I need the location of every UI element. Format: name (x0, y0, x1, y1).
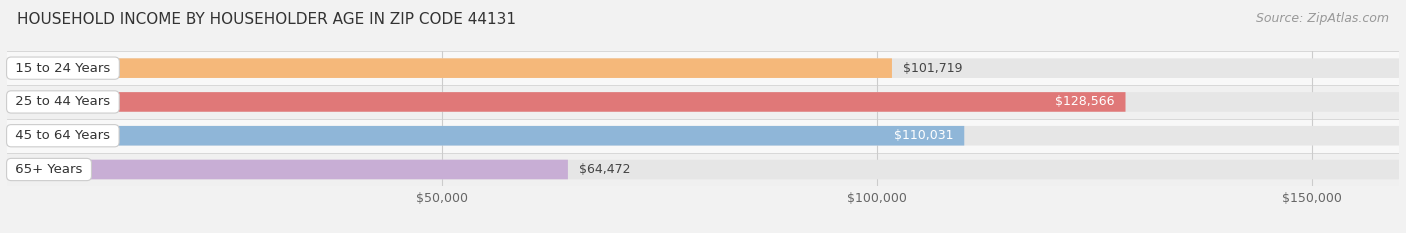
FancyBboxPatch shape (7, 85, 1399, 119)
Text: $128,566: $128,566 (1054, 96, 1115, 108)
FancyBboxPatch shape (7, 51, 1399, 85)
Text: $101,719: $101,719 (903, 62, 963, 75)
Text: 25 to 44 Years: 25 to 44 Years (11, 96, 114, 108)
FancyBboxPatch shape (7, 58, 891, 78)
FancyBboxPatch shape (7, 126, 1399, 146)
FancyBboxPatch shape (7, 160, 1399, 179)
FancyBboxPatch shape (7, 153, 1399, 186)
Text: HOUSEHOLD INCOME BY HOUSEHOLDER AGE IN ZIP CODE 44131: HOUSEHOLD INCOME BY HOUSEHOLDER AGE IN Z… (17, 12, 516, 27)
FancyBboxPatch shape (7, 126, 965, 146)
FancyBboxPatch shape (7, 92, 1126, 112)
FancyBboxPatch shape (7, 160, 568, 179)
Text: $110,031: $110,031 (894, 129, 953, 142)
Text: Source: ZipAtlas.com: Source: ZipAtlas.com (1256, 12, 1389, 25)
FancyBboxPatch shape (7, 119, 1399, 153)
Text: 45 to 64 Years: 45 to 64 Years (11, 129, 114, 142)
FancyBboxPatch shape (7, 92, 1399, 112)
Text: 65+ Years: 65+ Years (11, 163, 87, 176)
Text: $64,472: $64,472 (579, 163, 630, 176)
Text: 15 to 24 Years: 15 to 24 Years (11, 62, 115, 75)
FancyBboxPatch shape (7, 58, 1399, 78)
